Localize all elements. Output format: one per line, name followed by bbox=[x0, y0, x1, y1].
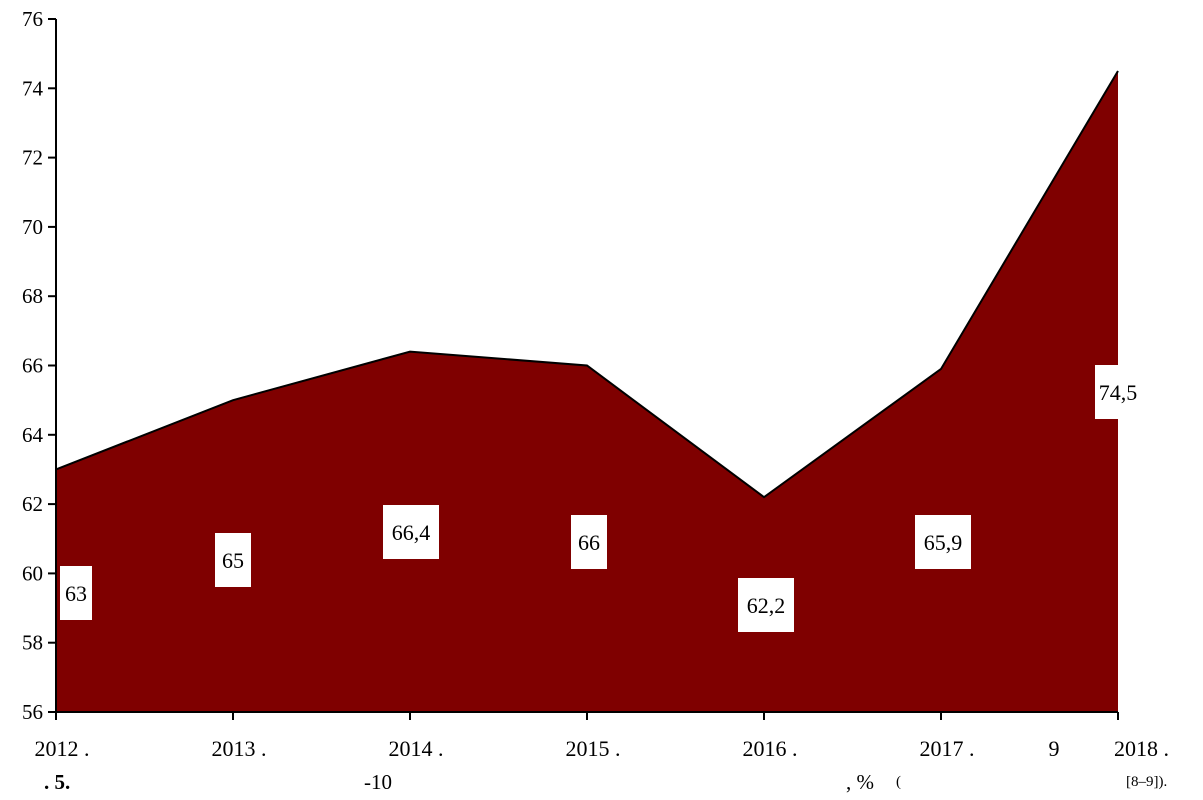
y-tick-label: 56 bbox=[22, 700, 43, 724]
x-tick-label: 2012 . bbox=[35, 736, 90, 761]
y-tick-label: 64 bbox=[22, 423, 44, 447]
data-label: 66,4 bbox=[383, 505, 439, 559]
y-tick-label: 76 bbox=[22, 7, 43, 31]
y-tick-label: 60 bbox=[22, 561, 43, 585]
data-label: 65,9 bbox=[915, 515, 971, 569]
y-tick-label: 58 bbox=[22, 631, 43, 655]
data-label-box bbox=[215, 533, 251, 587]
data-label: 66 bbox=[571, 515, 607, 569]
data-label-box bbox=[571, 515, 607, 569]
x-tick-label: 2018 . bbox=[1114, 736, 1169, 761]
y-tick-label: 62 bbox=[22, 492, 43, 516]
y-tick-label: 68 bbox=[22, 284, 43, 308]
chart-series-line bbox=[55, 70, 1119, 499]
figure-number: . 5. bbox=[44, 770, 71, 794]
data-label-text: 65 bbox=[222, 548, 244, 573]
data-label-text: 62,2 bbox=[747, 593, 786, 618]
data-label-text: 74,5 bbox=[1099, 380, 1138, 405]
x-tick-label: 2015 . bbox=[566, 736, 621, 761]
x-extra-label: 9 bbox=[1049, 736, 1060, 761]
x-tick-label: 2013 . bbox=[212, 736, 267, 761]
x-tick-label: 2016 . bbox=[743, 736, 798, 761]
data-label-text: 66,4 bbox=[392, 520, 431, 545]
y-tick-label: 72 bbox=[22, 146, 43, 170]
data-label-box bbox=[383, 505, 439, 559]
y-tick-label: 70 bbox=[22, 215, 43, 239]
data-label-text: 66 bbox=[578, 530, 600, 555]
data-label: 65 bbox=[215, 533, 251, 587]
chart-area-fill bbox=[56, 70, 1118, 713]
data-label-box bbox=[60, 566, 92, 620]
data-label-box bbox=[738, 578, 794, 632]
x-tick-label: 2017 . bbox=[920, 736, 975, 761]
x-tick-label: 2014 . bbox=[389, 736, 444, 761]
data-label: 62,2 bbox=[738, 578, 794, 632]
caption-text-a: -10 bbox=[364, 770, 392, 794]
x-axis-ticks: 2012 . 2013 . 2014 . 2015 . 2016 . 2017 . 2018… bbox=[35, 712, 1169, 761]
data-label-text: 63 bbox=[65, 581, 87, 606]
caption-source: [8–9]). bbox=[1126, 774, 1168, 790]
caption-text-b: , % bbox=[846, 770, 874, 794]
data-label-text: 65,9 bbox=[924, 530, 963, 555]
y-tick-label: 66 bbox=[22, 354, 43, 378]
data-labels: 63 65 66,4 66 62,2 65,9 74,5 bbox=[60, 365, 1141, 632]
y-tick-label: 74 bbox=[22, 76, 44, 100]
y-axis-ticks: 56 58 60 62 64 66 68 70 72 74 76 bbox=[22, 7, 56, 724]
data-label-box bbox=[915, 515, 971, 569]
data-label: 74,5 bbox=[1095, 365, 1141, 419]
data-label-box bbox=[1095, 365, 1141, 419]
data-label: 63 bbox=[60, 566, 92, 620]
caption-text-c: ( bbox=[896, 774, 901, 790]
